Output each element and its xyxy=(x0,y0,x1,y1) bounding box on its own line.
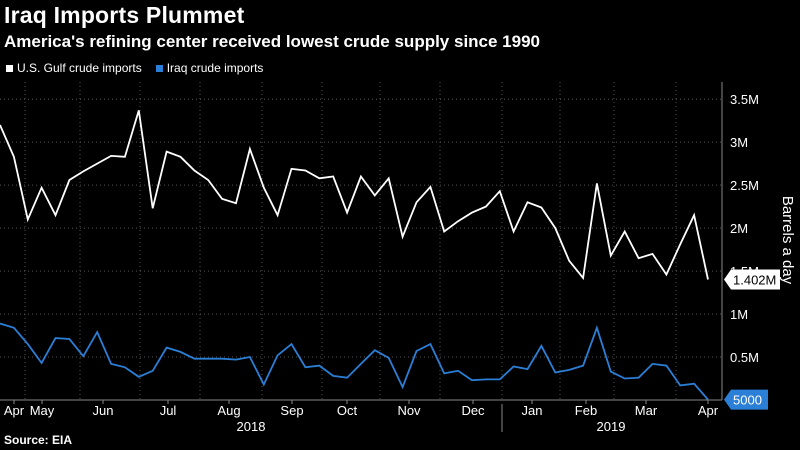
x-tick-label: Apr xyxy=(4,403,25,418)
iraq-end-label-bg xyxy=(724,389,768,410)
y-tick-label: 2.5M xyxy=(730,178,759,193)
year-label: 2019 xyxy=(597,419,626,434)
legend-swatch-iraq xyxy=(155,64,163,72)
legend: U.S. Gulf crude imports Iraq crude impor… xyxy=(6,61,263,75)
y-tick-label: 0.5M xyxy=(730,350,759,365)
iraq-imports-line xyxy=(0,322,709,401)
x-tick-label: Mar xyxy=(635,403,658,418)
chart-title: Iraq Imports Plummet xyxy=(4,2,245,28)
y-tick-label: 2M xyxy=(730,221,748,236)
legend-label-iraq: Iraq crude imports xyxy=(166,61,264,75)
y-tick-label: 3M xyxy=(730,135,748,150)
y-axis-label: Barrels a day xyxy=(779,196,796,285)
legend-swatch-gulf xyxy=(6,64,13,72)
iraq-end-label: 5000 xyxy=(724,389,768,410)
x-tick-label: May xyxy=(30,403,55,418)
x-tick-label: Jul xyxy=(160,403,177,418)
year-label: 2018 xyxy=(237,419,266,434)
x-tick-label: Jun xyxy=(93,403,114,418)
x-tick-label: Dec xyxy=(461,403,485,418)
legend-item-gulf: U.S. Gulf crude imports xyxy=(6,61,142,75)
legend-label-gulf: U.S. Gulf crude imports xyxy=(17,61,142,75)
x-tick-label: Sep xyxy=(280,403,303,418)
gulf-end-value: 1.402M xyxy=(733,273,776,288)
gulf-imports-line xyxy=(0,110,709,281)
chart-subtitle: America's refining center received lowes… xyxy=(4,32,540,51)
x-tick-label: Nov xyxy=(397,403,421,418)
x-tick-label: Oct xyxy=(337,403,358,418)
source-note: Source: EIA xyxy=(4,433,73,447)
x-tick-label: Jan xyxy=(522,403,543,418)
iraq-end-value: 5000 xyxy=(733,393,762,408)
y-tick-label: 3.5M xyxy=(730,92,759,107)
gulf-end-label: 1.402M xyxy=(724,269,780,290)
x-tick-label: Feb xyxy=(575,403,597,418)
x-tick-label: Apr xyxy=(698,403,719,418)
legend-item-iraq: Iraq crude imports xyxy=(155,61,264,75)
y-tick-label: 1M xyxy=(730,307,748,322)
x-tick-label: Aug xyxy=(217,403,240,418)
gulf-end-label-bg xyxy=(724,269,780,290)
